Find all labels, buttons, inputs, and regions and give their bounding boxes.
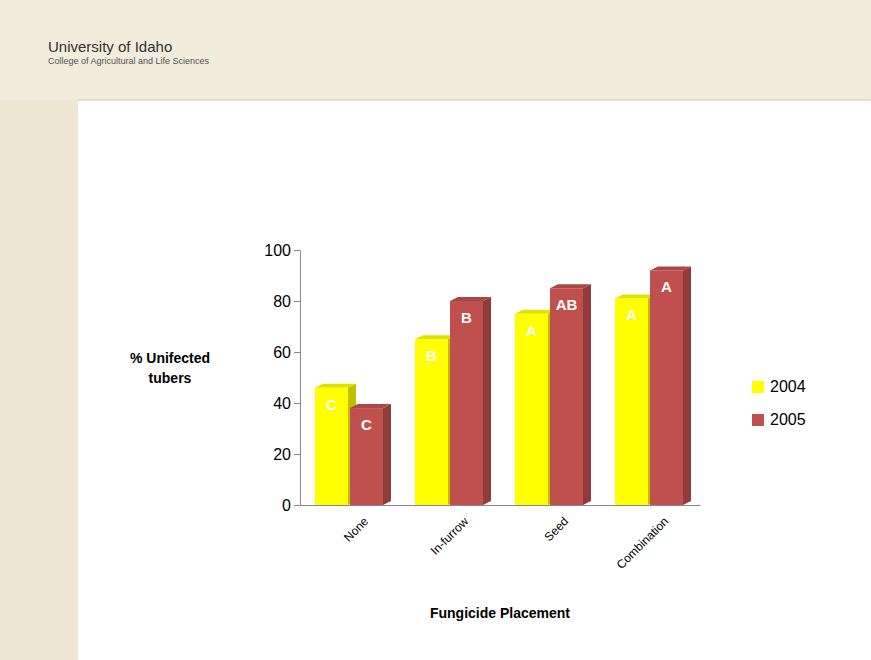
y-tick-label: 0 — [282, 497, 291, 514]
x-tick: Combination — [614, 505, 672, 572]
y-tick: 100 — [264, 242, 300, 259]
legend-swatch — [752, 414, 764, 426]
x-tick: In-furrow — [428, 505, 472, 558]
y-axis: 0 20 40 60 80 100 — [264, 242, 300, 514]
x-axis: None In-furrow Seed Combination — [301, 505, 701, 572]
bar — [615, 298, 648, 505]
bar-group — [615, 294, 656, 505]
legend-swatch — [752, 381, 764, 393]
header-university: University of Idaho — [48, 38, 172, 55]
y-tick-mark — [294, 454, 300, 455]
y-axis-title: % Unifectedtubers — [130, 350, 210, 386]
bar-top — [315, 384, 356, 388]
significance-letter: C — [361, 416, 372, 433]
x-tick-label: In-furrow — [428, 514, 472, 558]
bar-group — [350, 404, 391, 505]
y-tick-mark — [294, 250, 300, 251]
header-rule — [78, 100, 871, 101]
y-axis-line — [300, 251, 301, 506]
significance-letter: B — [426, 347, 437, 364]
y-tick-label: 60 — [273, 344, 291, 361]
significance-letter: A — [526, 322, 537, 339]
bar — [550, 288, 583, 505]
significance-letter: C — [326, 396, 337, 413]
x-tick: None — [341, 505, 371, 545]
bar-group — [515, 310, 556, 505]
bar — [415, 339, 448, 505]
x-tick-label: Combination — [614, 514, 672, 572]
significance-letter: AB — [556, 296, 578, 313]
bar — [450, 301, 483, 505]
significance-letter: A — [626, 306, 637, 323]
significance-letter: B — [461, 309, 472, 326]
y-tick-mark — [294, 352, 300, 353]
bar-group — [315, 384, 356, 505]
legend: 2004 2005 — [752, 378, 806, 428]
header-band — [0, 0, 871, 100]
y-tick: 0 — [282, 497, 300, 514]
bars — [315, 266, 691, 505]
y-tick: 60 — [273, 344, 300, 361]
bar — [315, 388, 348, 505]
chart-svg: University of IdahoCollege of Agricultur… — [0, 0, 871, 660]
y-tick: 20 — [273, 446, 300, 463]
bar-top — [415, 335, 456, 339]
y-tick-label: 20 — [273, 446, 291, 463]
y-tick: 40 — [273, 395, 300, 412]
bar-top — [350, 404, 391, 408]
bar-group — [650, 266, 691, 505]
side-band — [0, 100, 78, 660]
x-tick: Seed — [541, 505, 571, 544]
y-tick-label: 80 — [273, 293, 291, 310]
bar-side — [583, 284, 591, 505]
bar — [650, 270, 683, 505]
background — [0, 0, 871, 660]
legend-label: 2004 — [770, 378, 806, 395]
bar-group — [550, 284, 591, 505]
y-tick: 80 — [273, 293, 300, 310]
y-tick-label: 100 — [264, 242, 291, 259]
bar-side — [383, 404, 391, 505]
annotations: C B A A C B AB A — [326, 278, 672, 433]
y-tick-label: 40 — [273, 395, 291, 412]
x-tick-label: Seed — [541, 514, 571, 544]
bar-top — [650, 266, 691, 270]
bar-top — [615, 294, 656, 298]
significance-letter: A — [661, 278, 672, 295]
legend-label: 2005 — [770, 411, 806, 428]
x-tick-label: None — [341, 514, 371, 544]
y-tick-mark — [294, 403, 300, 404]
bar-group — [415, 335, 456, 505]
bar — [350, 408, 383, 505]
bar-group — [450, 297, 491, 505]
bar-top — [450, 297, 491, 301]
x-axis-line — [301, 505, 701, 506]
bar-side — [683, 266, 691, 505]
y-tick-mark — [294, 301, 300, 302]
bar-side — [483, 297, 491, 505]
header-college: College of Agricultural and Life Science… — [48, 56, 210, 66]
x-axis-title: Fungicide Placement — [430, 605, 570, 621]
bar-top — [515, 310, 556, 314]
bar-top — [550, 284, 591, 288]
bar — [515, 314, 548, 505]
y-tick-mark — [294, 505, 300, 506]
